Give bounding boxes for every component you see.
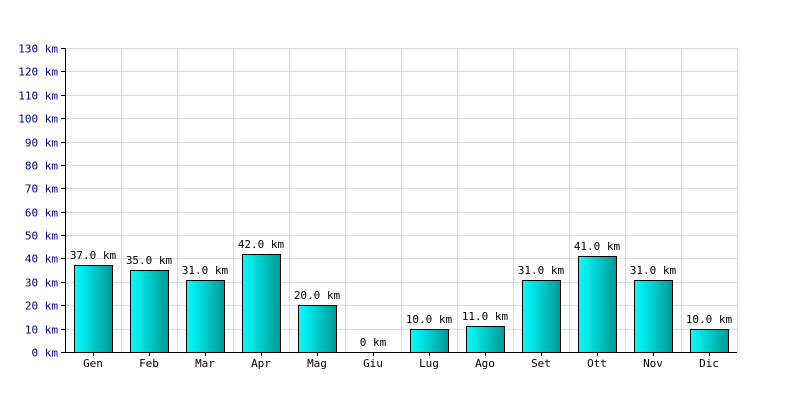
x-category-label: Ott [587,357,607,370]
data-label: 11.0 km [462,310,509,323]
bar-lug [410,329,449,353]
y-tick-label: 100 km [18,113,58,126]
x-category-label: Ago [475,357,495,370]
grid-layer [65,48,738,352]
y-tick-label: 10 km [25,324,58,337]
x-category-label: Nov [643,357,663,370]
data-label: 37.0 km [70,249,117,262]
x-category-label: Mar [195,357,215,370]
data-label: 35.0 km [126,254,173,267]
bar-nov [634,280,673,353]
x-category-label: Gen [83,357,103,370]
bar-feb [130,270,169,353]
data-label: 0 km [360,336,387,349]
data-label: 42.0 km [238,238,285,251]
x-category-label: Set [531,357,551,370]
y-tick-label: 20 km [25,300,58,313]
y-tick-label: 30 km [25,277,58,290]
y-tick-label: 40 km [25,253,58,266]
bar-dic [690,329,729,353]
y-tick-label: 80 km [25,160,58,173]
data-label: 31.0 km [630,264,677,277]
y-tick-label: 120 km [18,66,58,79]
x-category-label: Feb [139,357,159,370]
data-label: 10.0 km [406,313,453,326]
data-label: 41.0 km [574,240,621,253]
data-label: 20.0 km [294,289,341,302]
axis-layer [61,48,737,356]
bar-ott [578,256,617,353]
y-tick-label: 90 km [25,137,58,150]
x-category-label: Lug [419,357,439,370]
x-category-label: Giu [363,357,383,370]
bar-set [522,280,561,353]
y-tick-label: 50 km [25,230,58,243]
x-category-label: Mag [307,357,327,370]
label-layer: 0 km 10 km 20 km 30 km 40 km 50 km 60 km 70 km 8… [18,43,732,371]
y-tick-label: 0 km [32,347,59,360]
y-tick-label: 70 km [25,183,58,196]
bar-ago [466,326,505,353]
y-tick-label: 110 km [18,90,58,103]
data-label: 31.0 km [518,264,565,277]
data-label: 10.0 km [686,313,733,326]
x-category-label: Dic [699,357,719,370]
y-tick-label: 130 km [18,43,58,56]
bar-mar [186,280,225,353]
data-label: 31.0 km [182,264,229,277]
y-tick-label: 60 km [25,207,58,220]
x-category-label: Apr [251,357,271,370]
bar-gen [74,265,113,353]
bar-mag [298,305,337,353]
bar-apr [242,254,281,353]
